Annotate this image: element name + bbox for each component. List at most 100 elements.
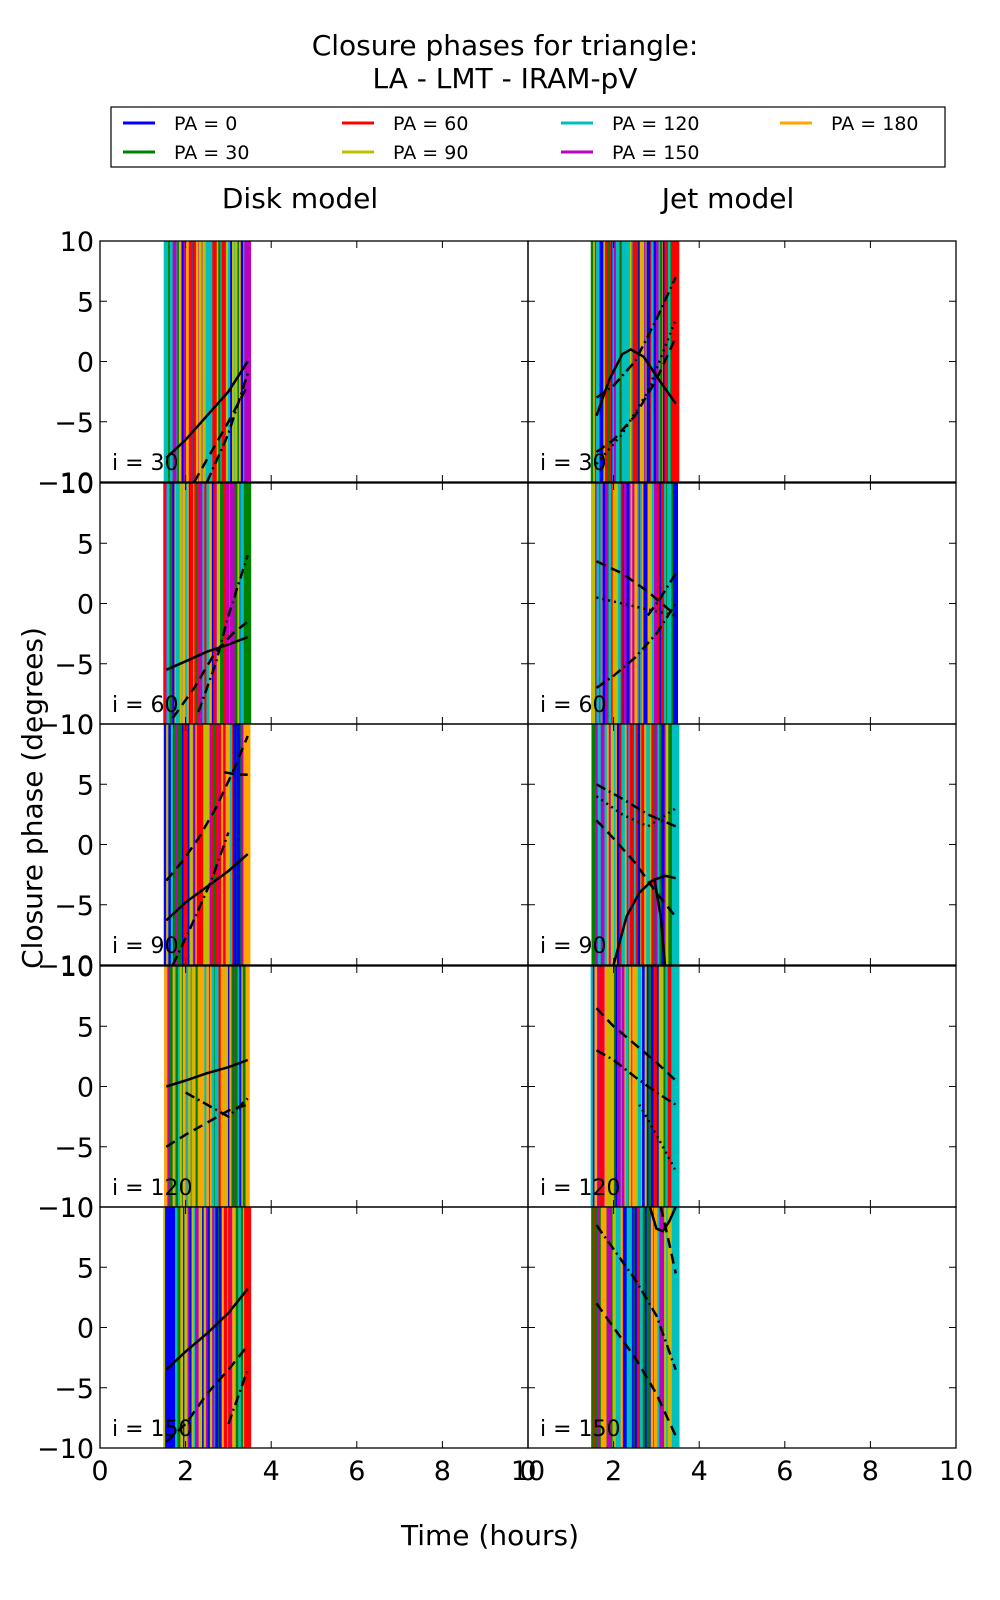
panel-data [590,241,680,482]
x-tick-label: 2 [177,1456,194,1487]
x-axis-label: Time (hours) [400,1519,579,1552]
y-tick-label: 5 [77,770,94,801]
y-tick-label: 10 [60,952,94,983]
y-tick-label: 0 [77,590,94,621]
y-tick-label: 10 [60,469,94,500]
model-curve [223,770,248,776]
legend-frame [110,106,946,168]
panel-data [163,1207,252,1448]
panel: i = 120 [527,965,957,1208]
panel-data [591,724,680,965]
y-tick-label: −10 [37,1193,94,1224]
panel-data [591,1207,680,1448]
legend: PA = 0 PA = 30 PA = 60 PA = 90 PA = 120 PA = … [110,106,946,168]
panel: i = 60 −10 −5 0 5 10 [37,469,529,741]
model-curve [595,1224,677,1371]
y-tick-label: 5 [77,1253,94,1284]
model-curve [595,783,677,828]
legend-label: PA = 180 [831,113,919,135]
y-tick-label: −5 [54,891,94,922]
inclination-label: i = 60 [112,693,179,718]
x-tick-label: 8 [862,1456,879,1487]
column-title: Disk model [222,182,378,215]
model-curve [171,620,249,719]
y-tick-label: 5 [77,287,94,318]
model-curve [595,1049,677,1106]
panel: i = 90 [527,723,957,966]
model-curve [653,877,667,965]
legend-label: PA = 120 [612,113,700,135]
y-tick-label: 0 [77,831,94,862]
inclination-label: i = 90 [112,934,179,959]
panel-data [163,483,252,724]
inclination-label: i = 60 [540,693,607,718]
model-curve [595,1302,677,1437]
y-tick-label: 5 [77,529,94,560]
x-tick-label: 6 [348,1456,365,1487]
y-axis-label: Closure phase (degrees) [16,627,49,969]
y-tick-label: 10 [60,227,94,258]
y-tick-label: −5 [54,408,94,439]
y-tick-label: −10 [37,468,94,499]
inclination-label: i = 150 [112,1417,193,1442]
x-tick-label: 0 [519,1456,536,1487]
legend-label: PA = 90 [393,142,468,164]
panel-data [163,724,251,965]
x-tick-label: 4 [691,1456,708,1487]
model-curve [595,1007,677,1082]
model-curve [648,1207,677,1233]
panel-data [590,966,680,1207]
model-curve [595,276,677,399]
panel-data [164,966,250,1207]
column-title: Jet model [660,182,795,215]
panel: i = 30 −10 −5 0 5 10 [37,227,529,499]
inclination-label: i = 150 [540,1417,621,1442]
x-tick-label: 10 [511,1456,545,1487]
model-curve [205,373,249,482]
model-curve [165,1344,249,1443]
model-curve [171,832,230,965]
title-line-2: LA - LMT - IRAM-pV [373,62,638,95]
inclination-label: i = 120 [112,1176,193,1201]
y-tick-label: −10 [37,951,94,982]
y-tick-label: −5 [54,1133,94,1164]
panel: i = 120 −10 −5 0 5 10 [37,952,529,1224]
model-curve [638,1103,677,1172]
y-tick-label: −5 [54,1374,94,1405]
axis-labels: Time (hours) Closure phase (degrees) [16,627,579,1552]
x-tick-label: 10 [939,1456,973,1487]
model-curve [646,572,677,617]
model-curve [595,602,677,689]
panel-data [163,241,252,482]
panel: i = 90 −10 −5 0 5 10 [37,710,529,982]
model-curve [659,1207,677,1274]
model-curve [165,636,249,671]
y-tick-label: −5 [54,650,94,681]
y-tick-label: 0 [77,348,94,379]
model-curve [596,596,676,617]
legend-label: PA = 150 [612,142,700,164]
y-tick-label: 10 [60,1193,94,1224]
y-tick-label: −10 [37,1434,94,1465]
x-tick-label: 0 [91,1456,108,1487]
x-tick-label: 4 [263,1456,280,1487]
model-curve [165,1058,249,1088]
model-curve [165,360,249,459]
x-tick-label: 8 [434,1456,451,1487]
legend-label: PA = 30 [174,142,249,164]
y-tick-label: 5 [77,1012,94,1043]
model-curve [595,347,677,417]
inclination-label: i = 120 [540,1176,621,1201]
model-curve [184,1091,249,1119]
model-curve [165,1288,249,1371]
y-tick-label: 0 [77,1073,94,1104]
title-line-1: Closure phases for triangle: [312,29,699,62]
model-curve [595,318,677,465]
model-curve [595,336,677,453]
model-curve [197,554,249,713]
y-tick-label: −10 [37,710,94,741]
inclination-label: i = 30 [112,451,179,476]
y-tick-label: 0 [77,1314,94,1345]
panel: i = 60 [527,482,957,725]
